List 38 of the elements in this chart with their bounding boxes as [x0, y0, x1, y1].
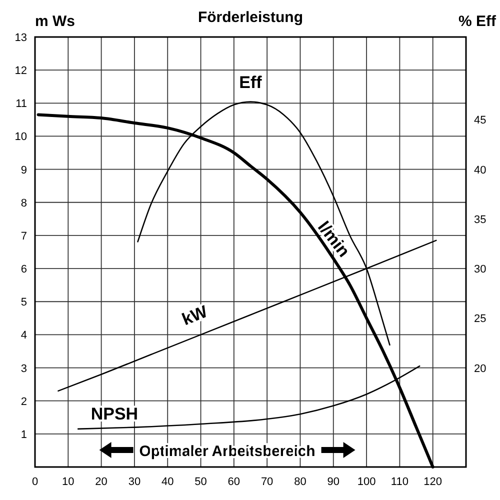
y-tick-label: 9 — [20, 164, 27, 176]
y2-tick-label: 40 — [474, 164, 486, 176]
y2-tick-label: 30 — [474, 264, 486, 276]
x-tick-label: 50 — [194, 476, 207, 488]
x-tick-label: 10 — [62, 476, 74, 488]
x-tick-label: 100 — [357, 476, 376, 488]
text: kW — [179, 302, 211, 330]
x-tick-label: 40 — [161, 476, 174, 488]
y-tick-label: 1 — [20, 428, 27, 441]
x-tick-label: 30 — [128, 476, 141, 488]
y-tick-label: 6 — [20, 264, 27, 276]
y2-tick-label: 35 — [474, 214, 486, 226]
x-tick-label: 0 — [32, 476, 38, 488]
x-tick-label: 60 — [228, 476, 240, 488]
y-tick-label: 7 — [20, 230, 27, 242]
y-axis-title: m Ws — [35, 13, 76, 30]
x-tick-label: 70 — [260, 476, 274, 488]
y2-axis-title: % Eff — [458, 13, 498, 30]
y-tick-label: 5 — [20, 296, 27, 309]
y-tick-label: 3 — [20, 362, 27, 375]
y-tick-label: 12 — [14, 65, 27, 78]
x-tick-label: 120 — [424, 476, 442, 488]
x-tick-label: 110 — [390, 476, 408, 488]
series-label: Eff — [239, 72, 262, 92]
y-tick-label: 10 — [14, 131, 27, 144]
y-tick-label: 13 — [14, 32, 27, 44]
line-series — [77, 365, 420, 430]
x-tick-label: 80 — [294, 476, 306, 488]
x-tick-label: 90 — [327, 476, 340, 488]
y-tick-label: 2 — [20, 396, 27, 408]
y-tick-label: 4 — [20, 330, 27, 342]
y2-tick-label: 25 — [474, 313, 486, 326]
y2-tick-label: 20 — [474, 362, 486, 375]
y2-tick-label: 45 — [474, 114, 486, 127]
y-tick-label: 8 — [20, 197, 27, 210]
y-tick-label: 11 — [16, 98, 27, 110]
x-tick-label: 20 — [95, 476, 108, 488]
chart-title: Förderleistung — [198, 9, 304, 26]
